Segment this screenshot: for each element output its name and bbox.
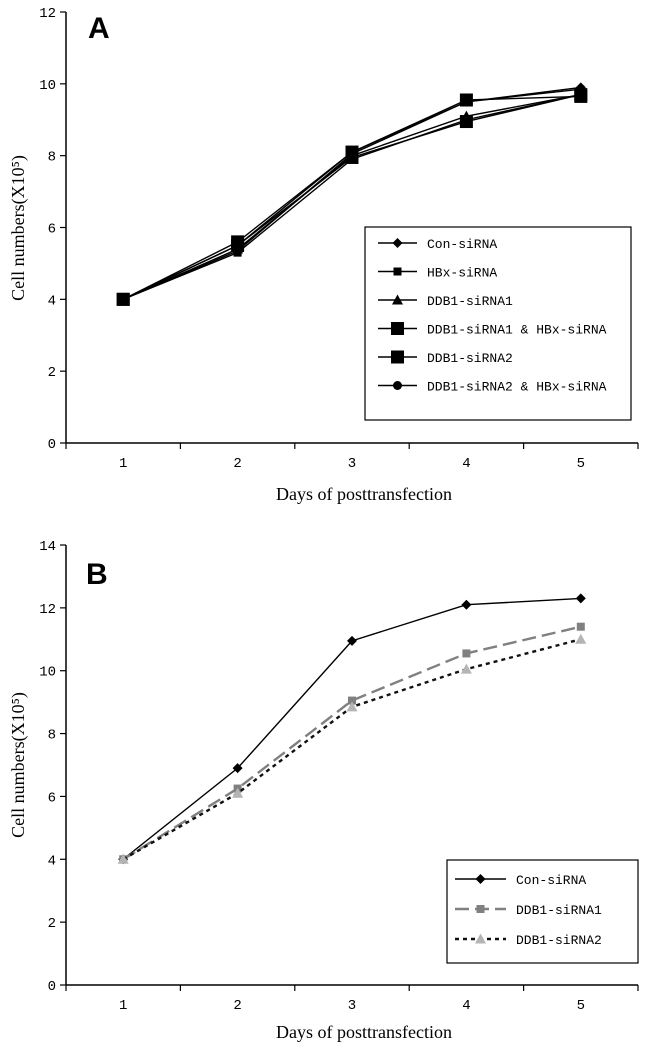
panel-b-legend-marker [475, 874, 486, 884]
panel-a-legend-marker [393, 381, 402, 390]
panel-b-series-3-point [117, 853, 129, 864]
panel-b-series-2-point [348, 696, 356, 705]
panel-a-y-tick-label: 12 [39, 6, 56, 22]
panel-a-series-6-point [347, 149, 357, 159]
panel-a-x-axis-title: Days of posttransfection [276, 484, 452, 504]
panel-a-legend-marker [391, 322, 404, 335]
panel-a-x-tick-label: 4 [462, 456, 470, 472]
panel-a-y-tick-label: 6 [48, 222, 56, 238]
panel-b-y-tick-label: 10 [39, 665, 56, 681]
panel-b-x-tick-label: 4 [462, 998, 470, 1014]
panel-b-y-tick-label: 0 [48, 979, 56, 995]
panel-b-series-3-point [460, 663, 472, 674]
panel-a-series-6-point [576, 84, 586, 94]
panel-b-label: B [86, 558, 108, 591]
panel-a-legend-marker [391, 350, 404, 364]
panel-a-series-6-point [118, 294, 128, 304]
panel-b-y-tick-label: 2 [48, 916, 56, 932]
panel-b-series-2-point [576, 622, 585, 631]
panel-b-series-3-line [122, 638, 582, 861]
panel-b-y-tick-label: 8 [48, 728, 56, 744]
panel-b-legend-label: DDB1-siRNA1 [516, 903, 602, 918]
panel-b-series-1-point [575, 593, 586, 604]
panel-b-y-tick-label: 12 [39, 602, 56, 618]
panel-a-y-axis-title: Cell numbers(X10⁵) [8, 155, 29, 301]
panel-a-x-tick-label: 3 [348, 456, 356, 472]
panel-b-series-1-point [461, 599, 472, 610]
panel-b-y-tick-label: 4 [48, 853, 56, 869]
panel-b-y-tick-label: 6 [48, 790, 56, 806]
panel-b-legend-label: DDB1-siRNA2 [516, 933, 602, 948]
panel-a-x-tick-label: 5 [577, 456, 585, 472]
panel-a-series-6-point [461, 97, 471, 107]
panel-a-legend-label: Con-siRNA [427, 237, 497, 252]
panel-b-x-tick-label: 2 [233, 998, 241, 1014]
panel-b-legend-marker [475, 933, 486, 944]
panel-b-series-2-point [462, 649, 471, 658]
panel-a-legend-label: DDB1-siRNA2 [427, 351, 513, 366]
panel-a-legend-marker [392, 294, 403, 305]
panel-a-x-tick-label: 1 [119, 456, 127, 472]
panel-a-legend-box [364, 226, 632, 421]
panel-a-y-tick-label: 8 [48, 150, 56, 166]
panel-a-y-tick-label: 0 [48, 437, 56, 453]
panel-a-chart: A Days of posttransfection Cell numbers(… [8, 6, 639, 504]
panel-a-legend-marker [392, 238, 403, 248]
panel-b-y-tick-label: 14 [39, 539, 56, 555]
panel-a-legend-marker [393, 267, 402, 276]
panel-b-x-tick-label: 3 [348, 998, 356, 1014]
panel-b-series-3-point [346, 701, 358, 712]
panel-b-x-axis-title: Days of posttransfection [276, 1022, 452, 1042]
panel-b-chart: B Days of posttransfection Cell numbers(… [8, 539, 639, 1042]
panel-a-y-tick-label: 10 [39, 78, 56, 94]
panel-b-legend-marker [476, 905, 485, 913]
panel-a-label: A [88, 12, 110, 45]
panel-a-y-tick-label: 2 [48, 365, 56, 381]
panel-a-series-5-point [459, 115, 473, 129]
panel-b-series-3-point [575, 633, 587, 644]
panel-a-x-tick-label: 2 [233, 456, 241, 472]
panel-b-series-1-point [232, 763, 243, 774]
panel-a-legend-label: DDB1-siRNA1 [427, 294, 513, 309]
panel-b-series-2-line [122, 625, 582, 861]
panel-b-series-3-point [232, 787, 244, 798]
panel-a-y-tick-label: 4 [48, 293, 56, 309]
panel-b-series-1-point [347, 635, 357, 646]
panel-a-legend-label: DDB1-siRNA1 & HBx-siRNA [427, 323, 607, 338]
panel-a-series-6-point [233, 246, 243, 256]
panel-b-y-axis-title: Cell numbers(X10⁵) [8, 692, 29, 838]
panel-b-legend-label: Con-siRNA [516, 873, 586, 888]
panel-b-x-tick-label: 5 [577, 998, 585, 1014]
panel-a-legend-label: DDB1-siRNA2 & HBx-siRNA [427, 380, 607, 395]
panel-a-legend-label: HBx-siRNA [427, 266, 497, 281]
panel-b-x-tick-label: 1 [119, 998, 127, 1014]
